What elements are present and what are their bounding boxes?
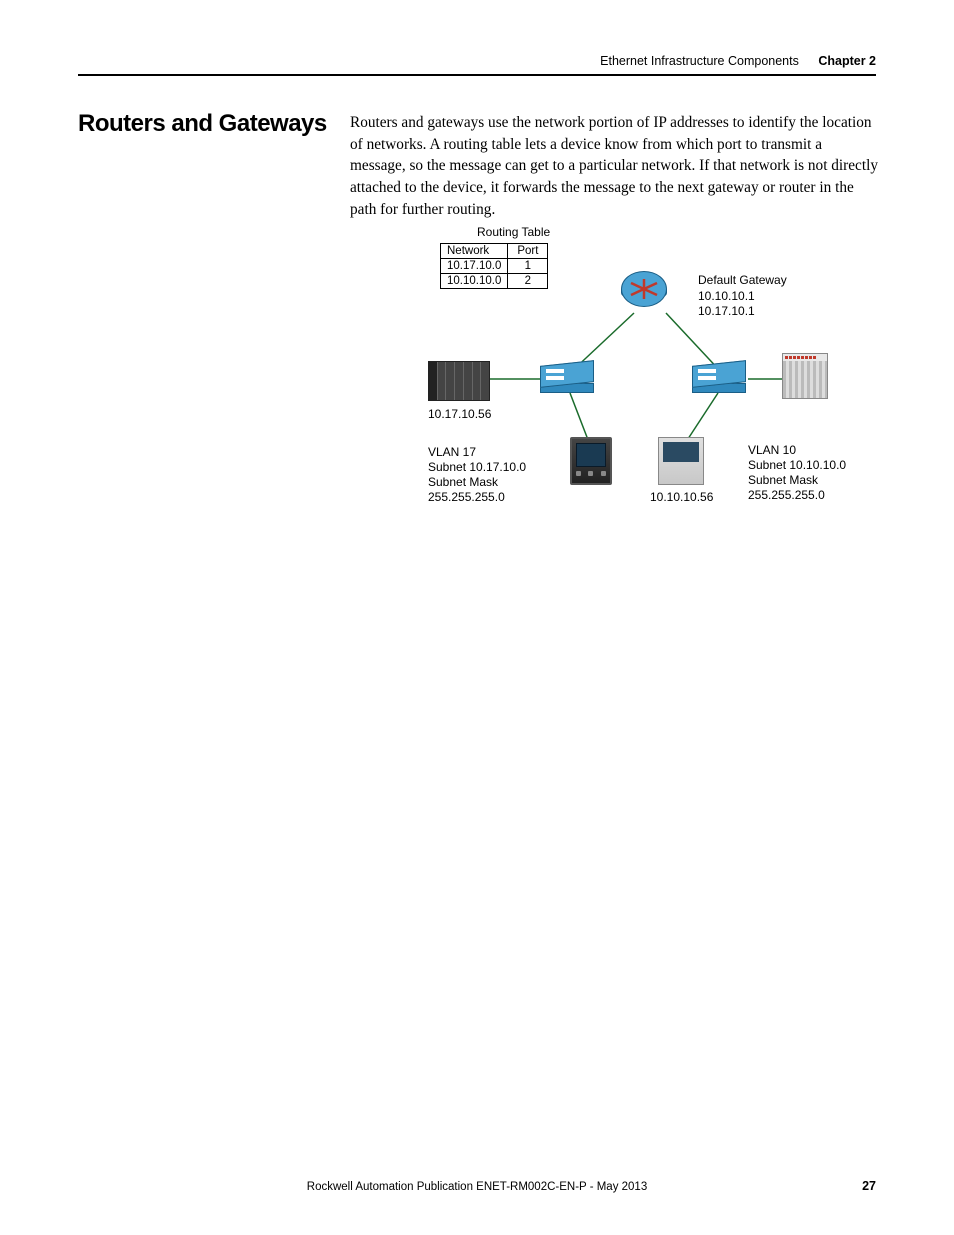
routing-table-col-network: Network [441,244,508,259]
switch-left-icon [540,363,602,393]
default-gateway-ip-2: 10.17.10.1 [698,304,755,319]
header-doc-title: Ethernet Infrastructure Components [600,54,799,68]
plc-left-ip: 10.17.10.56 [428,407,491,422]
routing-table-cell: 2 [508,274,548,289]
body-paragraph: Routers and gateways use the network por… [350,112,880,221]
page-number: 27 [862,1179,876,1193]
router-icon [621,271,675,316]
routing-table-cell: 10.17.10.0 [441,259,508,274]
header-rule [78,74,876,76]
routing-table-header-row: Network Port [441,244,548,259]
switch-right-icon [692,363,754,393]
routing-table-row: 10.10.10.0 2 [441,274,548,289]
routing-table-row: 10.17.10.0 1 [441,259,548,274]
routing-table-title: Routing Table [477,225,550,239]
plc-left-icon [428,361,490,401]
routing-table-cell: 1 [508,259,548,274]
header-chapter: Chapter 2 [818,54,876,68]
drive-icon [658,437,704,485]
section-heading: Routers and Gateways [78,110,327,138]
default-gateway-ip-1: 10.10.10.1 [698,289,755,304]
footer-publication: Rockwell Automation Publication ENET-RM0… [0,1181,954,1193]
network-diagram: Routing Table Network Port 10.17.10.0 1 … [422,225,832,525]
vlan-right-label: VLAN 10 Subnet 10.10.10.0 Subnet Mask 25… [748,443,846,503]
default-gateway-title: Default Gateway [698,273,787,288]
routing-table-cell: 10.10.10.0 [441,274,508,289]
routing-table-col-port: Port [508,244,548,259]
hmi-icon [570,437,612,485]
drive-ip: 10.10.10.56 [650,490,713,505]
io-module-icon [782,353,828,399]
routing-table: Network Port 10.17.10.0 1 10.10.10.0 2 [440,243,548,289]
vlan-left-label: VLAN 17 Subnet 10.17.10.0 Subnet Mask 25… [428,445,526,505]
page-header: Ethernet Infrastructure Components Chapt… [600,54,876,68]
